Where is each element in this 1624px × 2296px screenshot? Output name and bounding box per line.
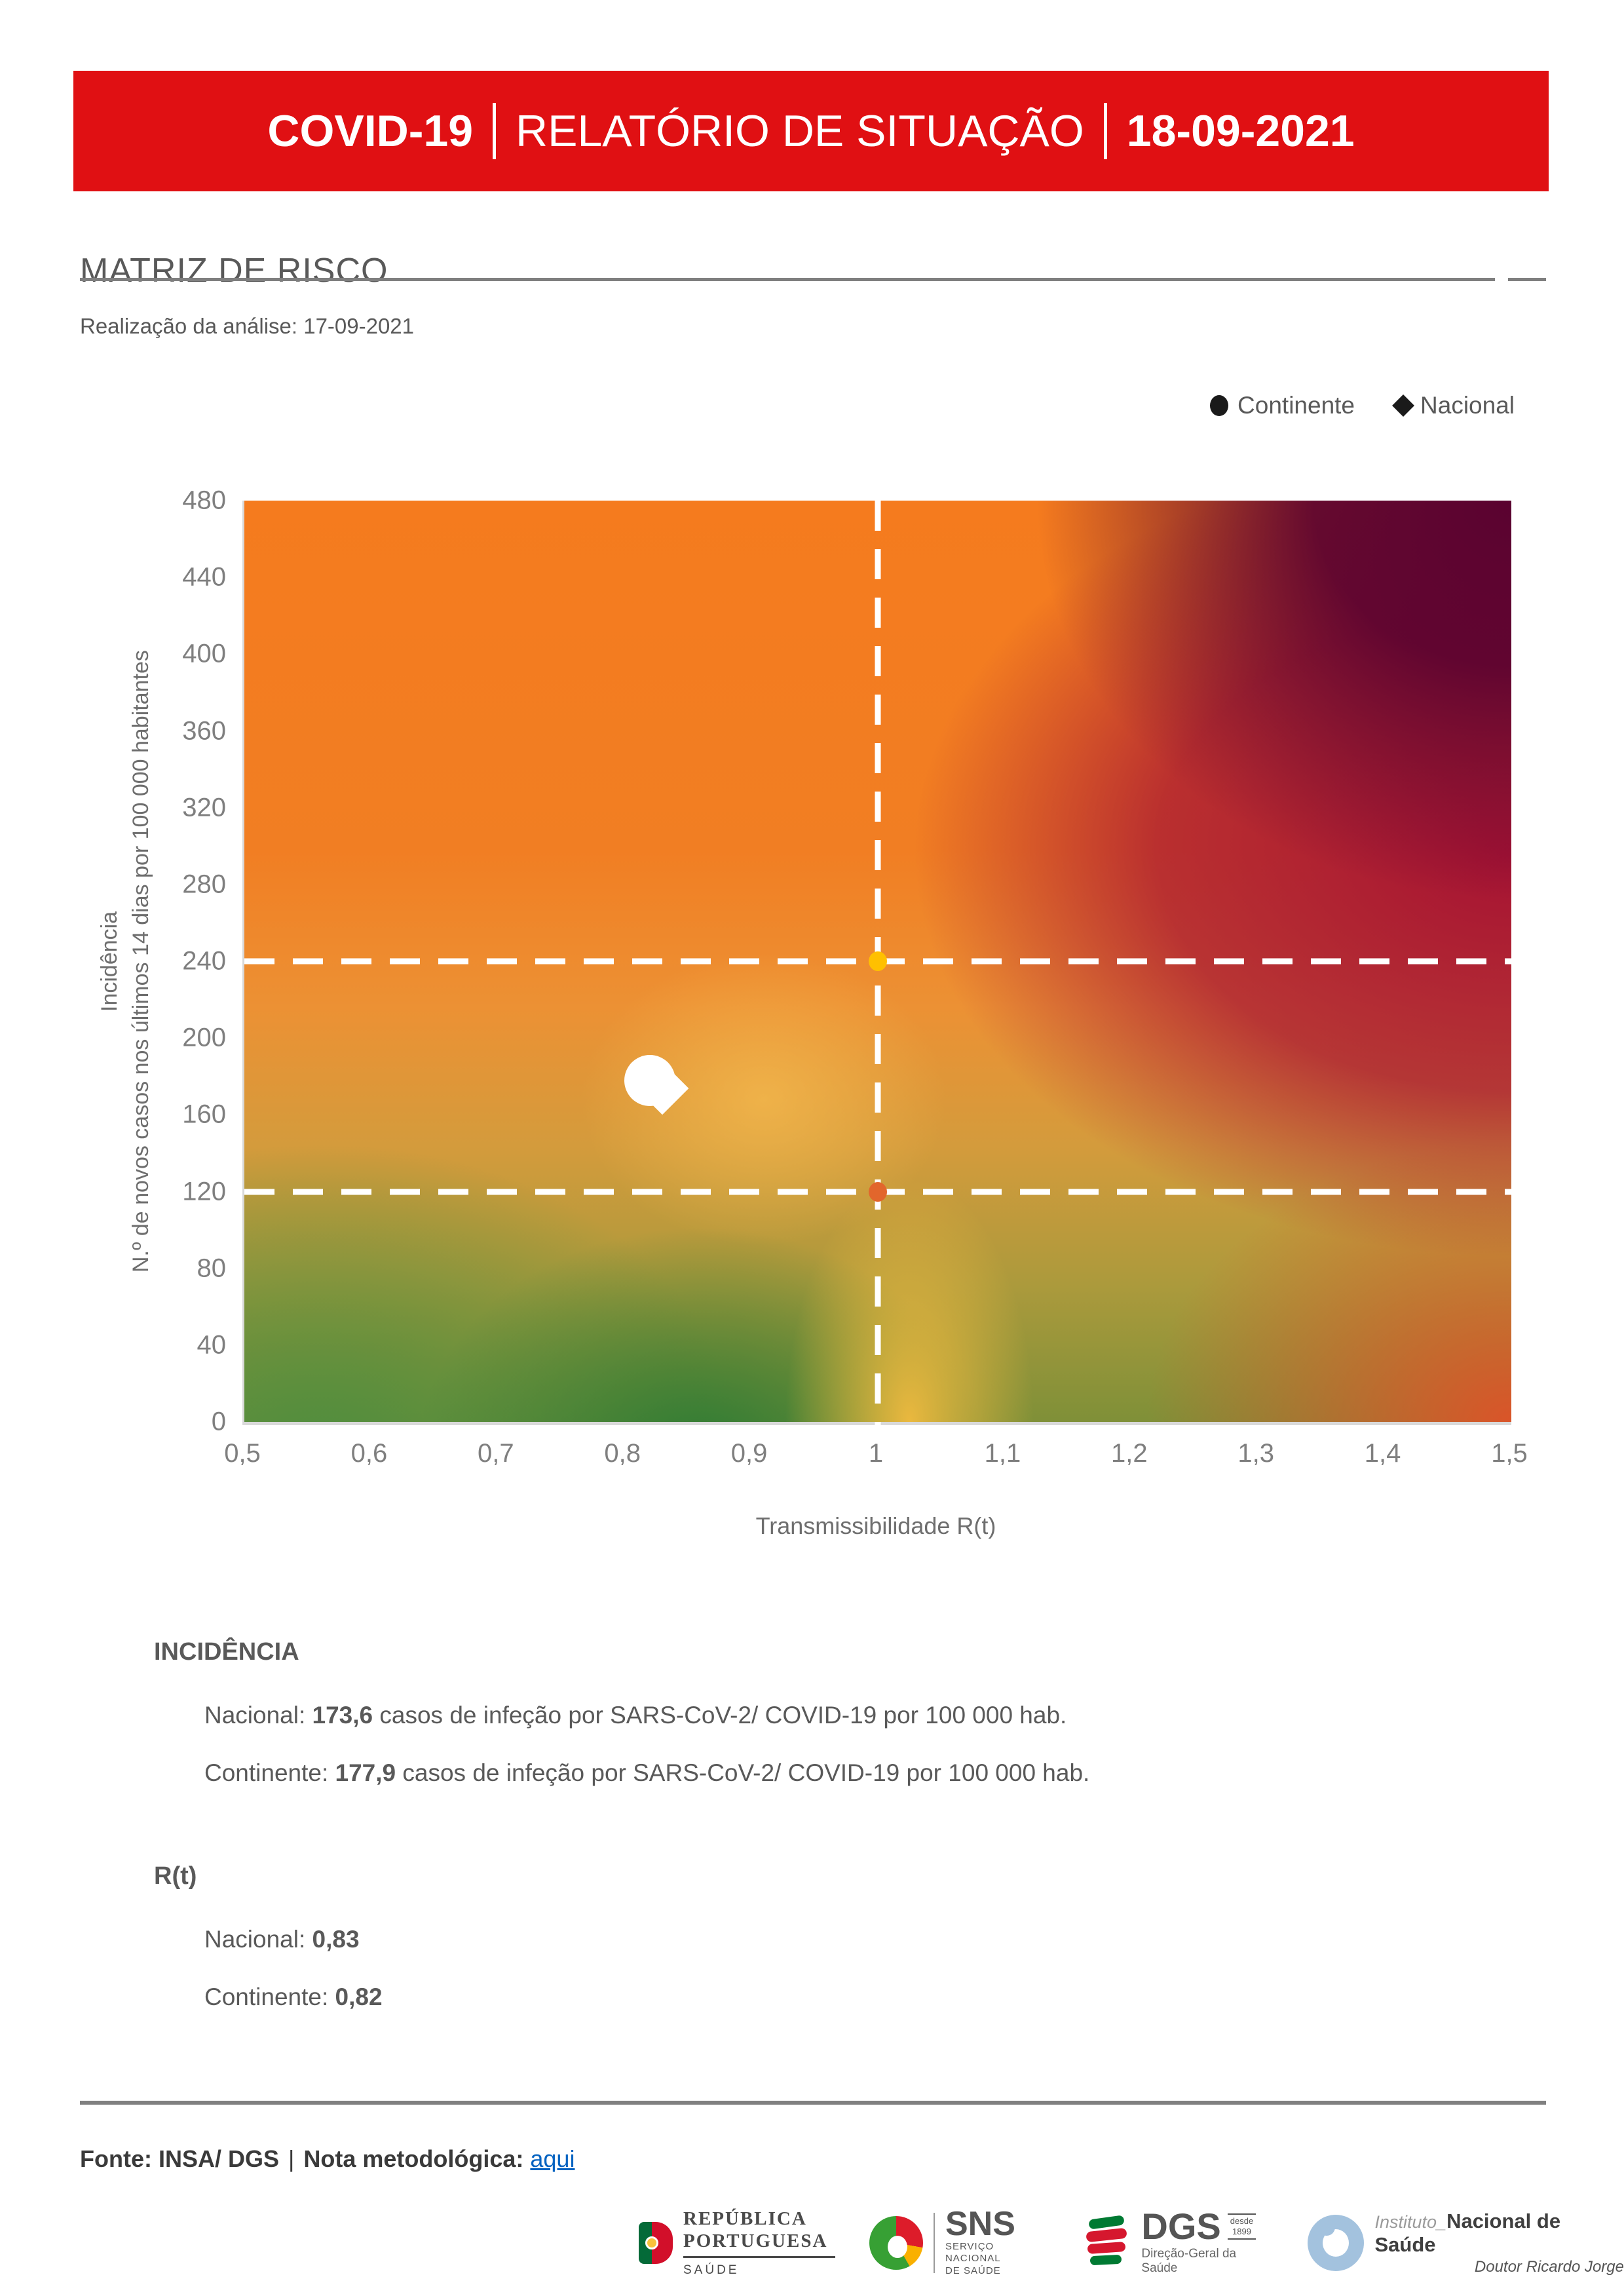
y-tick-label: 120	[182, 1177, 226, 1206]
chart-legend: Continente Nacional	[1210, 392, 1515, 419]
x-tick-label: 1,5	[1491, 1439, 1528, 1468]
separator-bar-icon	[493, 103, 497, 159]
title-rule	[80, 278, 1495, 281]
incidencia-header: INCIDÊNCIA	[154, 1637, 299, 1666]
dgs-crescents-icon	[1085, 2215, 1131, 2270]
legend-item-continente: Continente	[1210, 392, 1355, 419]
y-tick-label: 0	[211, 1407, 226, 1436]
y-axis-title-incidencia: Incidência	[97, 911, 122, 1012]
x-tick-label: 0,9	[730, 1439, 768, 1468]
rt-continente-value: 0,82	[335, 1983, 383, 2010]
footer-rule	[80, 2101, 1546, 2105]
banner-report-label: RELATÓRIO DE SITUAÇÃO	[516, 106, 1084, 156]
rt-nacional-label: Nacional:	[204, 1926, 312, 1953]
portugal-flag-icon	[639, 2222, 673, 2264]
diamond-marker-icon	[1392, 394, 1414, 417]
banner-date-label: 18-09-2021	[1126, 106, 1355, 156]
y-tick-label: 440	[182, 562, 226, 592]
page-title: MATRIZ DE RISCO	[80, 251, 388, 290]
x-tick-label: 1	[868, 1439, 884, 1468]
legend-label-continente: Continente	[1237, 392, 1355, 419]
x-tick-label: 0,5	[224, 1439, 261, 1468]
incidencia-continente-label: Continente:	[204, 1759, 335, 1786]
sns-circle-icon	[869, 2215, 923, 2270]
incidencia-continente-rest: casos de infeção por SARS-CoV-2/ COVID-1…	[396, 1759, 1090, 1786]
rt-nacional-line: Nacional: 0,83	[204, 1926, 360, 1953]
circle-marker-icon	[1210, 395, 1229, 416]
x-tick-label: 0,7	[477, 1439, 514, 1468]
y-axis-title-detail: N.º de novos casos nos últimos 14 dias p…	[128, 650, 153, 1272]
title-rule-end	[1508, 278, 1546, 281]
logo-dgs: DGS desde 1899 Direção-Geral da Saúde	[1085, 2205, 1274, 2276]
y-tick-label: 280	[182, 870, 226, 899]
y-tick-label: 240	[182, 946, 226, 976]
rt-continente-label: Continente:	[204, 1983, 335, 2010]
sns-sub1: SERVIÇO NACIONAL	[945, 2240, 1001, 2265]
x-tick-label: 0,6	[350, 1439, 388, 1468]
dgs-sub: Direção-Geral da Saúde	[1141, 2247, 1237, 2276]
source-label: Fonte: INSA/ DGS	[80, 2145, 279, 2172]
nota-label: Nota metodológica:	[303, 2145, 524, 2172]
logo-insa: Instituto_Nacional de Saúde Doutor Ricar…	[1308, 2210, 1624, 2276]
incidencia-nacional-value: 173,6	[312, 1702, 373, 1729]
rt-header: R(t)	[154, 1862, 197, 1890]
y-tick-label: 200	[182, 1023, 226, 1052]
separator-bar-icon	[1103, 103, 1107, 159]
analysis-date: Realização da análise: 17-09-2021	[80, 314, 415, 338]
footer-logos: REPÚBLICA PORTUGUESA SAÚDE SNS SERVIÇO N…	[639, 2187, 1624, 2296]
x-axis-title: Transmissibilidade R(t)	[755, 1512, 996, 1539]
threshold-dot	[869, 1181, 887, 1202]
dgs-since1: desde	[1230, 2216, 1254, 2227]
incidencia-nacional-rest: casos de infeção por SARS-CoV-2/ COVID-1…	[373, 1702, 1067, 1729]
logo-republica-portuguesa: REPÚBLICA PORTUGUESA SAÚDE	[639, 2208, 835, 2278]
x-tick-label: 1,3	[1237, 1439, 1274, 1468]
threshold-dot	[869, 951, 887, 971]
source-pipe: |	[288, 2145, 295, 2172]
x-axis-ticks: 0,5 0,6 0,7 0,8 0,9 1 1,1 1,2 1,3 1,4 1,5	[224, 1439, 1528, 1472]
incidencia-continente-line: Continente: 177,9 casos de infeção por S…	[204, 1759, 1089, 1787]
y-tick-label: 320	[182, 793, 226, 822]
rt-continente-line: Continente: 0,82	[204, 1983, 383, 2011]
sns-abbr: SNS	[945, 2205, 1015, 2244]
y-tick-label: 40	[197, 1330, 227, 1360]
insa-circle-icon	[1308, 2215, 1365, 2271]
incidencia-continente-value: 177,9	[335, 1759, 396, 1786]
insa-name: Nacional de Saúde	[1374, 2210, 1561, 2256]
y-tick-label: 480	[182, 486, 226, 515]
incidencia-nacional-line: Nacional: 173,6 casos de infeção por SAR…	[204, 1702, 1067, 1729]
methodology-link[interactable]: aqui	[530, 2145, 575, 2172]
legend-label-nacional: Nacional	[1420, 392, 1515, 419]
y-axis-ticks: 0 40 80 120 160 200 240 280 320 360 400 440 480	[151, 486, 227, 1436]
rp-line2: PORTUGUESA	[683, 2230, 828, 2251]
y-tick-label: 160	[182, 1100, 226, 1129]
source-line: Fonte: INSA/ DGS | Nota metodológica: aqui	[80, 2145, 575, 2173]
incidencia-nacional-label: Nacional:	[204, 1702, 312, 1729]
rp-saude-label: SAÚDE	[683, 2263, 740, 2277]
rp-line1: REPÚBLICA	[683, 2208, 807, 2230]
banner-covid-label: COVID-19	[267, 106, 474, 156]
y-tick-label: 400	[182, 639, 226, 668]
insa-prefix: Instituto_	[1374, 2212, 1447, 2232]
sns-divider	[934, 2212, 935, 2273]
logo-sns: SNS SERVIÇO NACIONAL DE SAÚDE	[869, 2205, 1051, 2278]
insa-sub: Doutor Ricardo Jorge	[1474, 2258, 1624, 2276]
x-tick-label: 1,1	[984, 1439, 1021, 1468]
rp-rule	[683, 2255, 835, 2258]
dgs-since2: 1899	[1232, 2226, 1251, 2236]
x-tick-label: 0,8	[604, 1439, 641, 1468]
x-tick-label: 1,2	[1110, 1439, 1148, 1468]
x-tick-label: 1,4	[1364, 1439, 1401, 1468]
sns-sub2: DE SAÚDE	[945, 2265, 1001, 2277]
dgs-abbr: DGS	[1141, 2205, 1221, 2247]
plot-area	[242, 501, 1511, 1431]
y-tick-label: 360	[182, 716, 226, 745]
report-banner: COVID-19 RELATÓRIO DE SITUAÇÃO 18-09-202…	[73, 71, 1549, 191]
rt-nacional-value: 0,83	[312, 1926, 360, 1953]
y-tick-label: 80	[197, 1253, 227, 1283]
legend-item-nacional: Nacional	[1392, 392, 1515, 419]
